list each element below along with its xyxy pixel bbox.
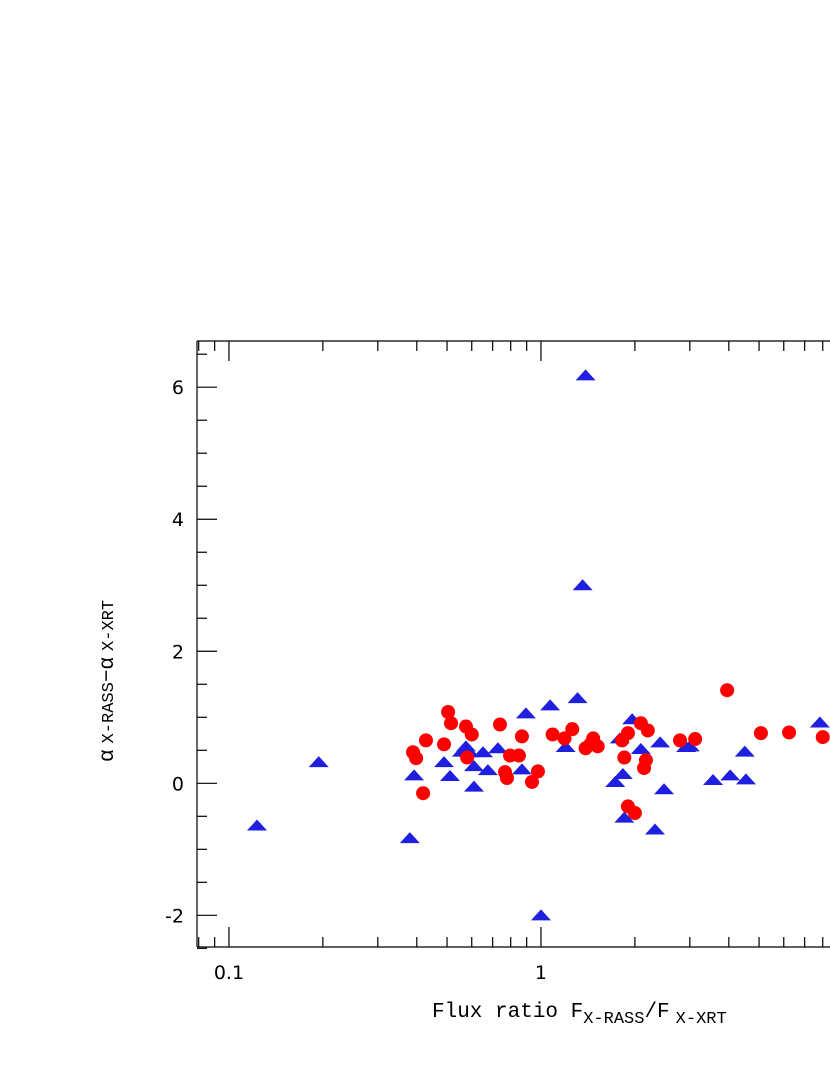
point [499, 771, 514, 786]
point [565, 722, 580, 737]
point [473, 746, 494, 758]
point [492, 717, 507, 732]
point [399, 832, 420, 844]
point [612, 768, 633, 780]
point [455, 740, 476, 752]
x-label-part: /F [644, 1001, 669, 1024]
y-tick-label: 6 [172, 377, 184, 399]
point [614, 811, 635, 823]
point [575, 369, 596, 381]
point [620, 726, 635, 741]
point [463, 760, 484, 772]
x-label-part: X-XRT [676, 1010, 727, 1029]
point [530, 764, 545, 779]
x-label-part: Flux ratio F [432, 1001, 583, 1024]
y-tick-label: -2 [165, 905, 184, 927]
point [515, 707, 536, 719]
point [640, 723, 655, 738]
point [540, 699, 561, 711]
point [645, 823, 666, 835]
point [511, 748, 526, 763]
point [409, 751, 424, 766]
point [441, 704, 456, 719]
point [627, 805, 642, 820]
point [567, 692, 588, 704]
y-tick-label: 0 [172, 773, 184, 795]
point [617, 750, 632, 765]
y-tick-label: 2 [172, 641, 184, 663]
point [437, 737, 452, 752]
point [434, 756, 455, 768]
point [782, 725, 797, 740]
y-label-part: α [97, 749, 120, 762]
point [734, 745, 755, 757]
point [460, 750, 475, 765]
point [720, 683, 735, 698]
point [630, 742, 651, 754]
point [246, 819, 267, 831]
point [673, 733, 687, 748]
point [638, 753, 653, 768]
point [530, 909, 551, 921]
y-tick-label: 4 [172, 509, 184, 531]
point [703, 773, 724, 785]
x-axis-label: Flux ratio FX-RASS/F X-XRT [432, 1001, 727, 1029]
point [572, 579, 593, 591]
y-axis-label: α X-RASS−α X-XRT [97, 600, 120, 762]
point [511, 763, 532, 775]
x-tick-label: 0.1 [214, 962, 244, 984]
point [557, 731, 572, 746]
point [679, 740, 700, 752]
point [487, 742, 508, 754]
point [809, 716, 830, 728]
point [720, 769, 741, 781]
y-label-part: X-XRT [100, 600, 119, 651]
point [418, 733, 433, 748]
point [590, 739, 605, 754]
x-label-part: X-RASS [583, 1010, 644, 1029]
point [514, 729, 529, 744]
x-tick-label: 1 [535, 962, 547, 984]
point [654, 783, 675, 795]
point [404, 769, 425, 781]
point [650, 736, 671, 748]
point [416, 786, 431, 801]
point [308, 756, 329, 768]
point [735, 773, 756, 785]
point [605, 775, 626, 787]
point [477, 764, 498, 776]
y-label-part: X-RASS [100, 682, 119, 743]
point [444, 716, 459, 731]
point [439, 770, 460, 782]
point [464, 727, 479, 742]
point [688, 732, 703, 747]
point [463, 780, 484, 792]
point [753, 726, 768, 741]
point [525, 774, 539, 789]
point [545, 727, 560, 742]
point [815, 730, 830, 745]
y-label-part: −α [97, 657, 120, 682]
point [555, 740, 576, 752]
